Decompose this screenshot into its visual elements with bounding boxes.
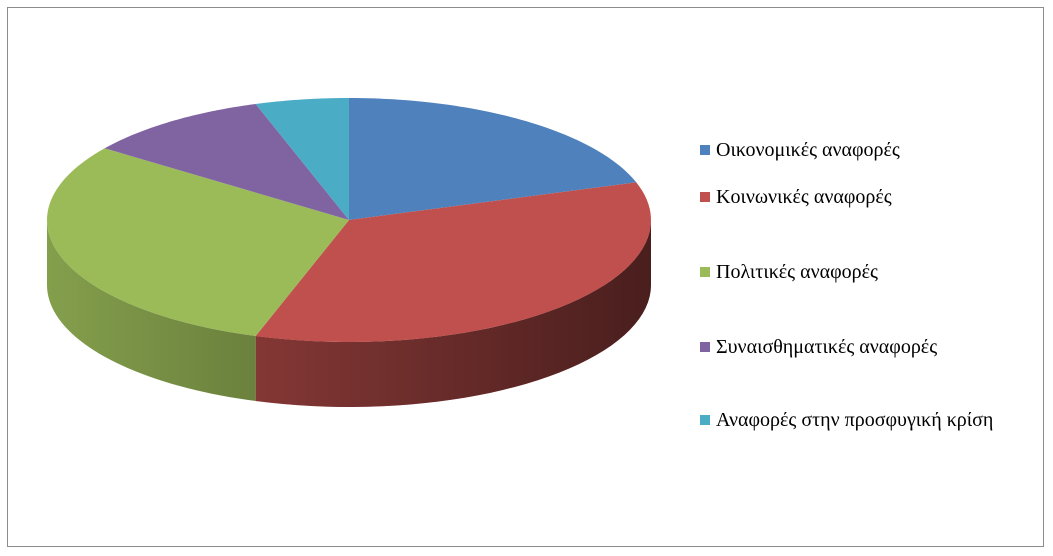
- pie-slice: [255, 182, 651, 342]
- pie-slice: [255, 98, 349, 220]
- pie-slice: [349, 98, 637, 220]
- legend-swatch: [700, 267, 710, 277]
- legend-label: Πολιτικές αναφορές: [716, 261, 878, 283]
- legend-label: Οικονομικές αναφορές: [716, 139, 900, 161]
- legend-swatch: [700, 415, 710, 425]
- legend-item: Συναισθηματικές αναφορές: [700, 333, 1030, 361]
- legend-label: Συναισθηματικές αναφορές: [716, 336, 938, 358]
- legend-label: Κοινωνικές αναφορές: [716, 186, 892, 208]
- legend-swatch: [700, 192, 710, 202]
- legend-item: Πολιτικές αναφορές: [700, 258, 1030, 286]
- pie-slice-side-shade: [255, 220, 651, 407]
- legend-label: Αναφορές στην προσφυγική κρίση: [716, 409, 994, 431]
- legend-item: Οικονομικές αναφορές: [700, 136, 1030, 164]
- chart-frame: [7, 7, 1044, 547]
- pie-slice: [47, 148, 349, 337]
- legend-swatch: [700, 342, 710, 352]
- legend-swatch: [700, 145, 710, 155]
- pie-slice: [104, 103, 349, 220]
- legend-item: Αναφορές στην προσφυγική κρίση: [700, 406, 1030, 434]
- legend-item: Κοινωνικές αναφορές: [700, 183, 1030, 211]
- pie-slice-side-shade: [47, 220, 256, 402]
